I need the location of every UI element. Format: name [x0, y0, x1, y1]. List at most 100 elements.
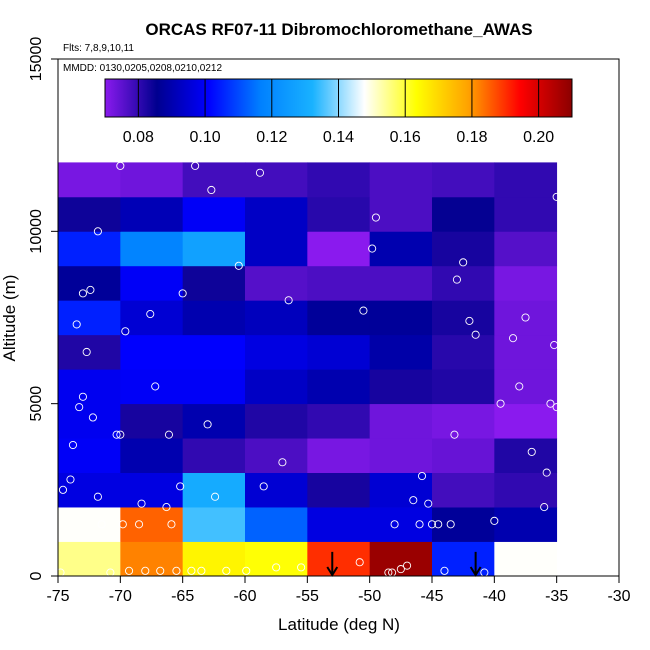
sample-point [297, 563, 306, 572]
sample-point [450, 430, 459, 439]
heatmap-cell [182, 265, 246, 301]
heatmap-cell [494, 541, 558, 577]
heatmap-cell [432, 334, 495, 370]
heatmap-cell [369, 369, 433, 405]
heatmap-cell [120, 231, 184, 267]
heatmap-cell [494, 334, 558, 370]
heatmap-cell [307, 265, 371, 301]
sample-point [403, 561, 412, 570]
heatmap-cell [245, 231, 308, 267]
sample-point [427, 520, 437, 529]
heatmap-cell [432, 369, 495, 405]
heatmap-cell [120, 265, 184, 301]
sample-point [434, 520, 443, 529]
sample-point [465, 316, 474, 325]
x-tick-label: -60 [233, 588, 256, 605]
sample-point [371, 213, 380, 222]
sample-point [471, 330, 480, 339]
heatmap-cell [120, 507, 184, 542]
heatmap-cell [369, 507, 433, 542]
heatmap-cell [307, 162, 371, 198]
heatmap-cell [307, 507, 371, 542]
sample-point [121, 327, 130, 336]
sample-point [272, 563, 281, 572]
sample-point [66, 475, 75, 484]
heatmap-cell [494, 231, 558, 267]
heatmap-cell [432, 196, 495, 232]
heatmap-cell [120, 438, 184, 473]
colorbar-tick-label: 0.14 [323, 129, 354, 146]
colorbar-tick-label: 0.12 [256, 129, 287, 146]
heatmap-cell [58, 162, 121, 198]
sample-point [417, 471, 427, 481]
heatmap-cell [182, 507, 246, 542]
sample-point [72, 320, 81, 329]
sample-point [97, 520, 106, 529]
colorbar-tick-label: 0.10 [190, 129, 221, 146]
sample-point [75, 403, 84, 412]
heatmap-cell [494, 438, 558, 473]
sample-point [552, 192, 561, 201]
colorbar: 0.08 0.10 0.12 0.14 0.16 0.18 0.20 [104, 78, 573, 146]
heatmap-cell [307, 300, 371, 336]
sample-point [197, 566, 206, 575]
heatmap-cell [58, 438, 121, 473]
y-tick-label: 15000 [28, 37, 45, 82]
sample-point [86, 285, 95, 294]
heatmap-cell [182, 162, 246, 198]
sample-point [459, 258, 468, 267]
x-tick-label: -65 [171, 588, 194, 605]
heatmap-cell [245, 265, 308, 301]
heatmap-cell [182, 541, 246, 577]
sample-point [446, 520, 455, 529]
heatmap-cell [307, 369, 371, 405]
heatmap-cell [182, 196, 246, 232]
sample-point [78, 392, 87, 401]
heatmap-cell [494, 162, 558, 198]
heatmap-cell [58, 369, 121, 405]
y-axis-label: Altitude (m) [0, 275, 19, 362]
x-tick-label: -30 [607, 588, 630, 605]
x-tick-label: -45 [420, 588, 443, 605]
sample-point [415, 520, 424, 529]
sample-point [496, 399, 505, 408]
sample-point [508, 334, 518, 343]
sample-point [203, 420, 212, 429]
sample-point [141, 566, 150, 575]
heatmap-cell [494, 265, 558, 301]
heatmap-cell [369, 300, 433, 336]
heatmap-cell [58, 231, 121, 267]
heatmap-cell [245, 196, 308, 232]
heatmap-cell [245, 369, 308, 405]
flights-label: Flts: 7,8,9,10,11 [63, 43, 134, 54]
x-tick-label: -70 [109, 588, 132, 605]
heatmap-cell [307, 334, 371, 370]
heatmap-cell [58, 472, 121, 508]
heatmap-cell [369, 438, 433, 473]
heatmap-cell [58, 334, 121, 370]
sample-point [178, 289, 187, 298]
sample-point [93, 492, 102, 501]
heatmap-cell [182, 369, 246, 405]
sample-point [242, 566, 251, 575]
heatmap-cells [58, 162, 558, 577]
sample-point [542, 468, 551, 477]
sample-point [259, 482, 268, 491]
heatmap-cell [432, 507, 495, 542]
heatmap-cell [120, 334, 184, 370]
colorbar-tick-label: 0.08 [123, 129, 154, 146]
sample-point [284, 296, 293, 305]
sample-point [151, 382, 160, 391]
sample-point [162, 503, 171, 512]
x-tick-label: -35 [545, 588, 568, 605]
sample-point [355, 558, 364, 567]
x-axis: -75 -70 -65 -60 -55 -50 -45 -40 -35 -30 [46, 575, 631, 605]
sample-point [546, 399, 555, 408]
heatmap-cell [369, 265, 433, 301]
sample-point [515, 382, 524, 391]
heatmap-cell [58, 541, 121, 577]
x-tick-label: -50 [358, 588, 381, 605]
colorbar-tick-label: 0.20 [523, 129, 554, 146]
heatmap-cell [307, 403, 371, 439]
